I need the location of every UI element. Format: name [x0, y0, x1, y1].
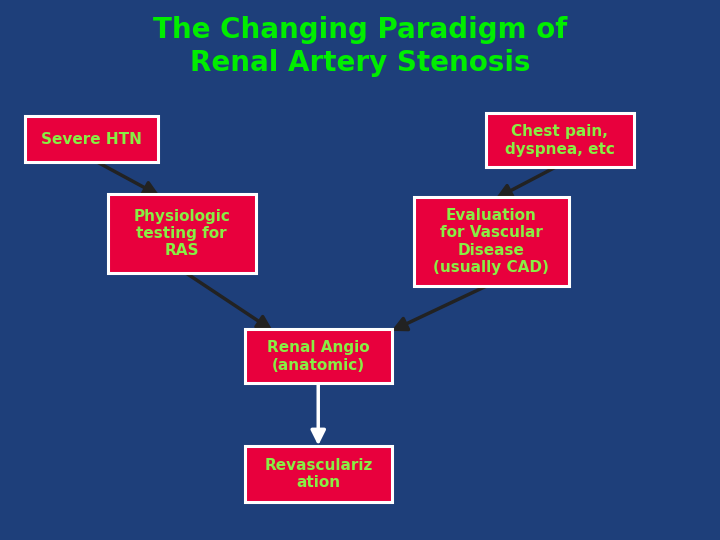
FancyBboxPatch shape: [414, 197, 569, 286]
FancyBboxPatch shape: [486, 113, 634, 167]
Text: Revasculariz
ation: Revasculariz ation: [264, 457, 373, 490]
Text: Physiologic
testing for
RAS: Physiologic testing for RAS: [133, 208, 230, 259]
FancyBboxPatch shape: [245, 329, 392, 383]
Text: Renal Angio
(anatomic): Renal Angio (anatomic): [267, 340, 370, 373]
Text: Chest pain,
dyspnea, etc: Chest pain, dyspnea, etc: [505, 124, 615, 157]
FancyBboxPatch shape: [25, 116, 158, 162]
Text: Severe HTN: Severe HTN: [41, 132, 143, 146]
Text: Evaluation
for Vascular
Disease
(usually CAD): Evaluation for Vascular Disease (usually…: [433, 208, 549, 275]
Text: The Changing Paradigm of
Renal Artery Stenosis: The Changing Paradigm of Renal Artery St…: [153, 16, 567, 77]
FancyBboxPatch shape: [108, 194, 256, 273]
FancyBboxPatch shape: [245, 446, 392, 502]
